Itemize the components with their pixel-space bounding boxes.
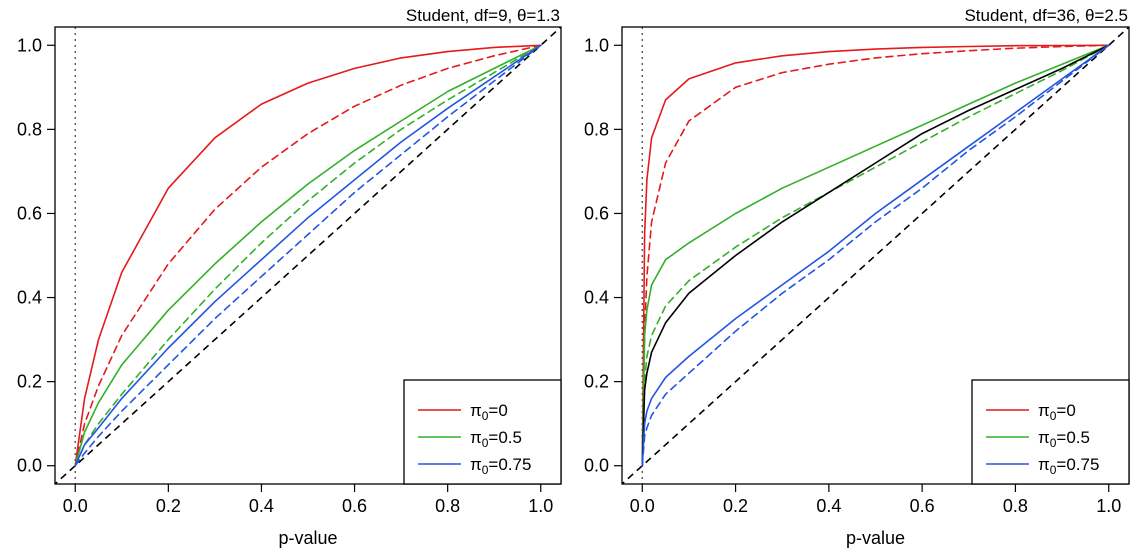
plot-panel-1: 0.0 0.2 0.4 0.6 0.8 1.0 0.0 0.2 0.4 0.6 0.8 1.0 p-va… (17, 6, 562, 548)
x-axis-title: p-value (846, 528, 905, 548)
x-tick-label: 0.6 (342, 496, 367, 516)
x-tick-label: 0.2 (156, 496, 181, 516)
legend-label: π0=0 (1038, 401, 1076, 423)
legend-label: π0=0.75 (470, 455, 531, 477)
x-tick-label: 0.6 (910, 496, 935, 516)
y-tick-label: 0.0 (17, 456, 42, 476)
series-line-6 (74, 44, 542, 467)
x-tick-label: 0.2 (723, 496, 748, 516)
legend-box (403, 379, 562, 485)
legend-label: π0=0 (470, 401, 508, 423)
x-tick-label: 0.8 (1003, 496, 1028, 516)
series-line-4 (74, 44, 542, 467)
series-line-7 (641, 44, 1110, 467)
x-tick-label: 1.0 (1096, 496, 1121, 516)
plot-panel-2: 0.0 0.2 0.4 0.6 0.8 1.0 0.0 0.2 0.4 0.6 0.8 1.0 p-va… (584, 6, 1130, 548)
legend-box (971, 379, 1130, 485)
x-tick-label: 0.8 (435, 496, 460, 516)
series-line-1 (641, 44, 1110, 467)
legend-label: π0=0.5 (1038, 428, 1090, 450)
plot-frame (54, 26, 562, 485)
plot-area (55, 27, 561, 484)
x-tick-label: 0.0 (63, 496, 88, 516)
y-tick-label: 0.6 (17, 203, 42, 223)
legend-label: π0=0.75 (1038, 455, 1099, 477)
y-tick-label: 0.0 (584, 456, 609, 476)
plot-area (622, 27, 1129, 484)
y-tick-label: 0.8 (17, 119, 42, 139)
x-tick-label: 0.4 (249, 496, 274, 516)
series-line-5 (641, 44, 1110, 467)
panel-title: Student, df=36, θ=2.5 (964, 6, 1128, 25)
legend: π0=0 π0=0.5 π0=0.75 (971, 379, 1130, 485)
y-tick-label: 0.8 (584, 119, 609, 139)
series-line-1 (74, 44, 542, 467)
legend: π0=0 π0=0.5 π0=0.75 (403, 379, 562, 485)
y-tick-label: 1.0 (584, 35, 609, 55)
y-tick-label: 1.0 (17, 35, 42, 55)
legend-label: π0=0.5 (470, 428, 522, 450)
panel-title: Student, df=9, θ=1.3 (406, 6, 560, 25)
y-tick-label: 0.2 (584, 372, 609, 392)
x-axis-title: p-value (278, 528, 337, 548)
y-tick-label: 0.4 (17, 288, 42, 308)
series-line-6 (641, 44, 1110, 467)
series-line-4 (641, 44, 1110, 467)
y-tick-label: 0.4 (584, 288, 609, 308)
series-line-2 (641, 44, 1110, 467)
y-tick-label: 0.2 (17, 372, 42, 392)
plot-frame (621, 26, 1130, 485)
series-line-3 (74, 44, 542, 467)
x-tick-label: 0.0 (630, 496, 655, 516)
series-line-3 (641, 44, 1110, 467)
series-line-2 (74, 44, 542, 467)
series-line-5 (74, 44, 542, 467)
x-tick-label: 0.4 (816, 496, 841, 516)
y-tick-label: 0.6 (584, 203, 609, 223)
x-tick-label: 1.0 (528, 496, 553, 516)
